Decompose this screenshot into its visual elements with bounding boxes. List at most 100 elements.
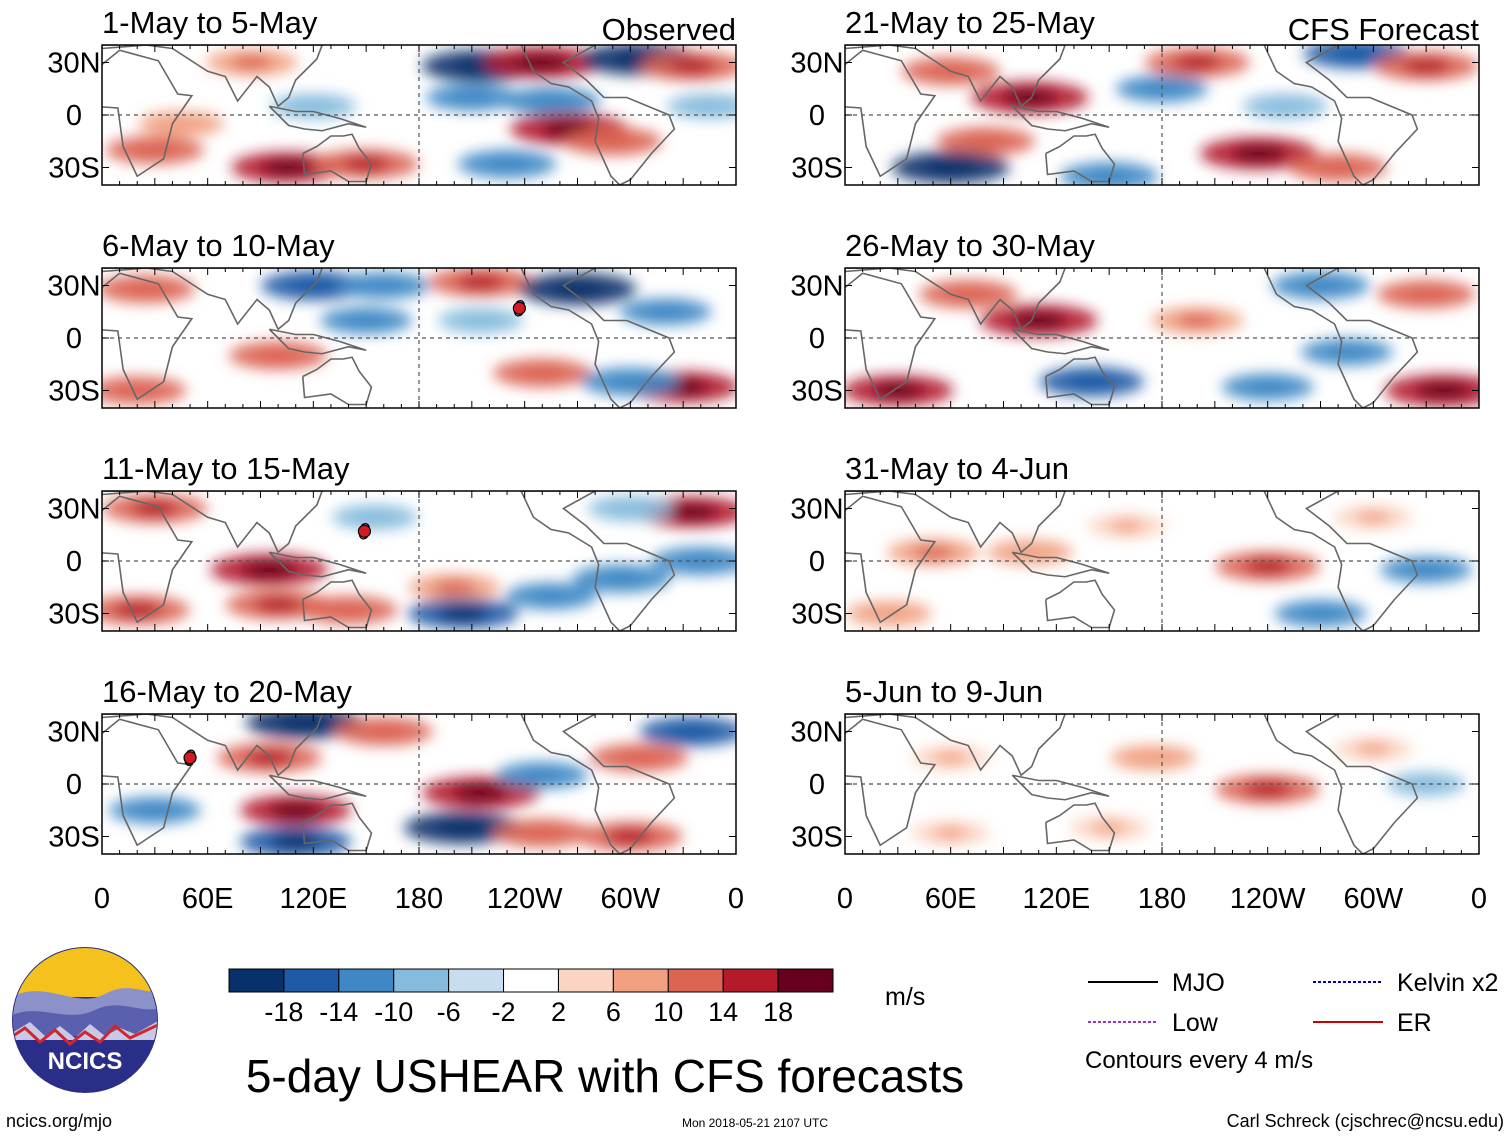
shear-core (1087, 169, 1132, 184)
shear-core (520, 825, 565, 841)
shear-core (1091, 821, 1127, 834)
legend: MJO Low Kelvin x2 ER (1088, 969, 1498, 1037)
coastline (845, 45, 1066, 108)
storm-arms (358, 523, 370, 540)
footer-url: ncics.org/mjo (6, 1111, 112, 1131)
colorbar-tick-label: 2 (551, 997, 566, 1027)
coastline (102, 491, 323, 554)
shear-core (457, 274, 505, 290)
shear-field-blur (105, 45, 736, 184)
shear-core (438, 605, 489, 622)
logo-sun-band (13, 948, 157, 997)
storm-icon (357, 524, 372, 538)
lat-label: 0 (809, 769, 825, 801)
shear-core (606, 829, 654, 844)
lat-label: 30S (791, 153, 843, 185)
shear-core (1003, 89, 1057, 106)
coastline (268, 774, 367, 801)
panel-title: 5-Jun to 9-Jun (845, 674, 1043, 709)
footer-author: Carl Schreck (cjschrec@ncsu.edu) (1227, 1111, 1504, 1131)
shear-core (611, 502, 650, 515)
colorbar-swatch (777, 968, 834, 993)
shear-core (1067, 374, 1116, 390)
shear-core (1012, 312, 1066, 329)
shear-core (1355, 742, 1392, 756)
lon-label: 120E (1022, 883, 1090, 915)
shear-core (1176, 313, 1218, 328)
coastline (845, 491, 1066, 554)
shear-core (161, 117, 201, 131)
shear-field-blur (102, 493, 736, 630)
shear-core (678, 553, 723, 569)
panel-title: 21-May to 25-May (845, 5, 1095, 40)
shear-core (255, 348, 301, 363)
coastline (845, 268, 1066, 331)
shear-field-blur (845, 271, 1479, 407)
shear-core (454, 784, 508, 801)
coastlines (845, 45, 1419, 185)
coastline (268, 328, 367, 355)
shear-core (520, 365, 565, 381)
lat-label: 30N (47, 717, 100, 749)
storm-icon (183, 751, 197, 765)
shear-core (1417, 382, 1471, 399)
shear-core (1405, 563, 1447, 577)
coastline (1263, 268, 1419, 408)
coastline (301, 579, 373, 629)
storm-arms (513, 300, 525, 317)
coastline (520, 268, 676, 408)
map-panel: 30N 0 30S 26-May to 30-May (790, 228, 1480, 409)
coastline (1263, 491, 1419, 631)
shear-core (932, 826, 969, 840)
coastlines (845, 491, 1419, 631)
coastline (102, 268, 323, 331)
lat-label: 0 (66, 546, 82, 578)
coastline (845, 495, 937, 624)
panels-layer: 30N 0 30S 1-May to 5-May Observed 30N 0 30S 6-Ma… (47, 5, 1480, 855)
lon-label: 60W (601, 883, 661, 915)
lon-label: 120W (1230, 883, 1306, 915)
coastline (1011, 551, 1110, 578)
shear-field (911, 736, 1466, 846)
shear-core (134, 803, 176, 817)
ncics-logo: NCICS (12, 947, 158, 1093)
shear-core (530, 589, 572, 603)
shear-core (342, 156, 390, 172)
lat-label: 0 (809, 323, 825, 355)
map-panel: 30N 0 30S 1-May to 5-May Observed (47, 5, 737, 186)
shear-field (105, 45, 736, 184)
shear-core (115, 383, 160, 398)
lat-label: 30S (48, 153, 100, 185)
shear-core (433, 580, 475, 594)
shear-core (132, 142, 177, 158)
shear-core (932, 751, 969, 764)
coastline (102, 495, 194, 624)
panel-title: 16-May to 20-May (102, 674, 352, 709)
colorbar-tick-label: -6 (437, 997, 461, 1027)
lat-label: 30N (790, 48, 843, 80)
coastline (301, 802, 373, 852)
coastlines (102, 268, 676, 408)
lon-label: 120E (279, 883, 347, 915)
coastline (102, 272, 194, 401)
panel-title: 6-May to 10-May (102, 228, 335, 263)
shear-field (845, 271, 1479, 407)
logo-line (13, 1022, 157, 1046)
storm-marker (183, 749, 197, 766)
coastlines (845, 268, 1419, 408)
shear-core (254, 597, 302, 613)
shear-core (436, 819, 490, 836)
coastlines (102, 491, 676, 631)
colorbar-swatch (722, 968, 779, 993)
storm-marker (357, 523, 372, 540)
colorbar-swatch (612, 968, 669, 993)
coastline (301, 133, 373, 183)
shear-core (270, 802, 321, 819)
colorbar-tick-label: 18 (763, 997, 793, 1027)
shear-core (1244, 781, 1292, 797)
coastline (102, 714, 323, 777)
lat-label: 30N (47, 271, 100, 303)
column-tag: Observed (602, 12, 736, 47)
shear-core (528, 93, 574, 109)
